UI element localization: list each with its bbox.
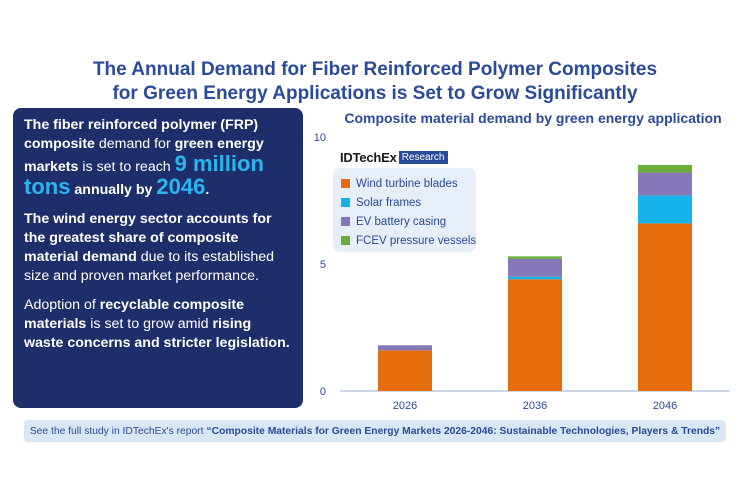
bar-segment-ev-battery-casing-2026 bbox=[378, 345, 432, 351]
brand-name: IDTechEx bbox=[340, 150, 397, 165]
finding-2: The wind energy sector accounts for the … bbox=[24, 210, 293, 286]
finding-2-bold: The wind energy sector accounts for the … bbox=[24, 211, 272, 265]
idtechex-logo: IDTechEx Research bbox=[340, 150, 448, 165]
finding-3-text-c: is set to grow amid bbox=[86, 316, 213, 332]
bar-segment-wind-turbine-blades-2036 bbox=[508, 279, 562, 391]
key-findings-panel: The fiber reinforced polymer (FRP) compo… bbox=[13, 108, 303, 408]
legend-swatch bbox=[341, 217, 350, 226]
x-tick-label: 2026 bbox=[393, 400, 417, 412]
page-title: The Annual Demand for Fiber Reinforced P… bbox=[0, 58, 750, 106]
finding-3: Adoption of recyclable composite materia… bbox=[24, 296, 293, 353]
legend-item: Solar frames bbox=[341, 193, 476, 212]
bar-segment-solar-frames-2036 bbox=[508, 276, 562, 280]
finding-1: The fiber reinforced polymer (FRP) compo… bbox=[24, 116, 293, 200]
finding-1-period: . bbox=[205, 182, 210, 198]
finding-3-text-a: Adoption of bbox=[24, 297, 100, 313]
title-line-1: The Annual Demand for Fiber Reinforced P… bbox=[92, 59, 658, 80]
legend-item: Wind turbine blades bbox=[341, 174, 476, 193]
legend-label: Wind turbine blades bbox=[356, 177, 458, 190]
bar-segment-fcev-pressure-vessels-2036 bbox=[508, 256, 562, 259]
x-tick-label: 2046 bbox=[653, 400, 677, 412]
brand-tag: Research bbox=[398, 151, 448, 164]
y-tick-label: 0 bbox=[320, 386, 326, 398]
legend-item: FCEV pressure vessels bbox=[341, 231, 476, 250]
y-tick-label: 10 bbox=[314, 132, 326, 144]
finding-1-bold-f: annually by bbox=[70, 182, 157, 198]
bar-segment-ev-battery-casing-2036 bbox=[508, 258, 562, 277]
finding-2-text: due to its established size and proven m… bbox=[24, 249, 274, 284]
bar-segment-solar-frames-2046 bbox=[638, 195, 692, 224]
bar-segment-wind-turbine-blades-2026 bbox=[378, 350, 432, 391]
stacked-bar-chart: 0 5 10 2026 2036 2046 bbox=[314, 132, 730, 412]
finding-3-bold-b: recyclable composite materials bbox=[24, 297, 245, 332]
finding-3-bold-d: rising waste concerns and stricter legis… bbox=[24, 316, 290, 351]
legend-label: FCEV pressure vessels bbox=[356, 234, 477, 247]
chart-title: Composite material demand by green energ… bbox=[344, 110, 722, 126]
legend-swatch bbox=[341, 179, 350, 188]
finding-1-highlight-amount: 9 million tons bbox=[24, 151, 264, 199]
chart-legend: Wind turbine blades Solar frames EV batter… bbox=[333, 168, 476, 252]
finding-1-text-b: demand for bbox=[94, 136, 175, 152]
legend-swatch bbox=[341, 236, 350, 245]
legend-label: EV battery casing bbox=[356, 215, 447, 228]
legend-item: EV battery casing bbox=[341, 212, 476, 231]
bar-segment-fcev-pressure-vessels-2046 bbox=[638, 164, 692, 173]
title-line-2: for Green Energy Applications is Set to … bbox=[112, 83, 638, 104]
footer-report-title[interactable]: “Composite Materials for Green Energy Ma… bbox=[206, 425, 721, 437]
bar-segment-wind-turbine-blades-2046 bbox=[638, 223, 692, 391]
finding-1-text-d: is set to reach bbox=[78, 159, 175, 175]
legend-label: Solar frames bbox=[356, 196, 422, 209]
finding-1-bold-a: The fiber reinforced polymer (FRP) compo… bbox=[24, 117, 259, 152]
finding-1-bold-c: green energy markets bbox=[24, 136, 264, 175]
y-tick-label: 5 bbox=[320, 259, 326, 271]
bar-segment-ev-battery-casing-2046 bbox=[638, 172, 692, 196]
legend-swatch bbox=[341, 198, 350, 207]
finding-1-highlight-year: 2046 bbox=[156, 174, 206, 199]
footer-prefix: See the full study in IDTechEx's report bbox=[29, 425, 204, 437]
x-tick-label: 2036 bbox=[523, 400, 547, 412]
report-footer: See the full study in IDTechEx's report … bbox=[23, 420, 727, 442]
